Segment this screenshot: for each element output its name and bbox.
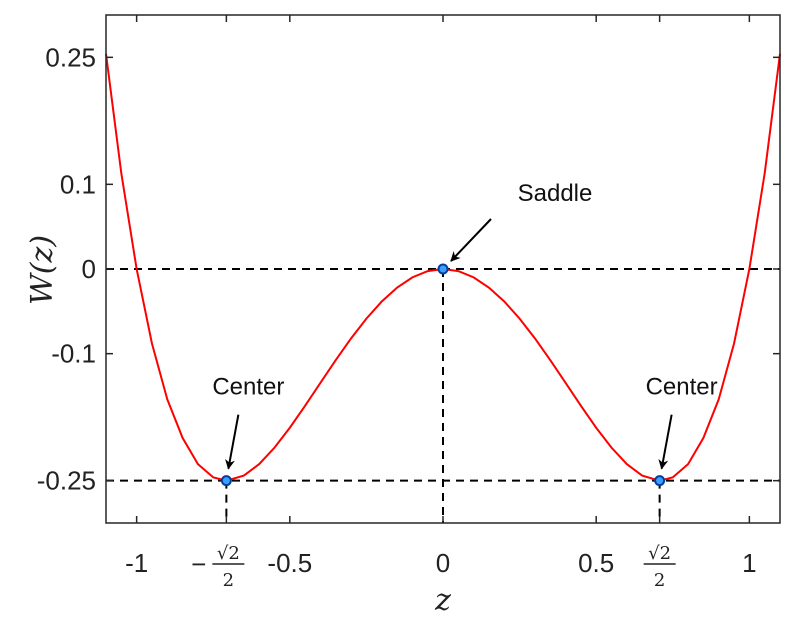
critical-point-2 bbox=[654, 475, 666, 487]
x-tick-label: -0.5 bbox=[267, 548, 312, 578]
annotation-label: Saddle bbox=[518, 180, 593, 207]
y-axis-ticks: 0.25 0.1 0 -0.1 -0.25 bbox=[37, 42, 780, 496]
x-axis-ticks: -1− √22-0.5 0 0.5 √221 bbox=[125, 15, 757, 591]
x-axis-label: z bbox=[434, 583, 451, 618]
annotation-label: Center bbox=[212, 374, 284, 401]
critical-point-1 bbox=[437, 263, 449, 275]
x-tick-denominator: 2 bbox=[223, 570, 234, 591]
y-tick-label: -0.25 bbox=[37, 466, 96, 496]
y-tick-label: 0.25 bbox=[45, 42, 96, 72]
x-tick-label-frac: − √2 2 bbox=[191, 543, 245, 591]
x-tick-numerator: √2 bbox=[648, 543, 671, 564]
annotation-label: Center bbox=[646, 374, 718, 401]
x-tick-label: 0.5 bbox=[578, 548, 614, 578]
y-axis-label: W(z) bbox=[25, 235, 60, 305]
annotation-arrow bbox=[225, 414, 240, 470]
x-tick-numerator: √2 bbox=[217, 543, 240, 564]
annotation-arrow bbox=[450, 218, 492, 262]
y-tick-label: 0.1 bbox=[60, 169, 96, 199]
x-tick-label: 0 bbox=[436, 548, 450, 578]
y-tick-label: -0.1 bbox=[51, 339, 96, 369]
x-tick-label-frac: √22 bbox=[643, 543, 676, 591]
y-tick-label: 0 bbox=[82, 254, 96, 284]
x-tick-label: -1 bbox=[125, 548, 148, 578]
critical-points bbox=[220, 263, 666, 487]
critical-point-0 bbox=[220, 475, 232, 487]
x-tick-denominator: 2 bbox=[654, 570, 665, 591]
annotation-arrow bbox=[658, 414, 673, 470]
x-tick-label: 1 bbox=[742, 548, 756, 578]
x-tick-sign: − bbox=[191, 549, 206, 579]
annotations: Saddle Center Center bbox=[212, 180, 718, 470]
